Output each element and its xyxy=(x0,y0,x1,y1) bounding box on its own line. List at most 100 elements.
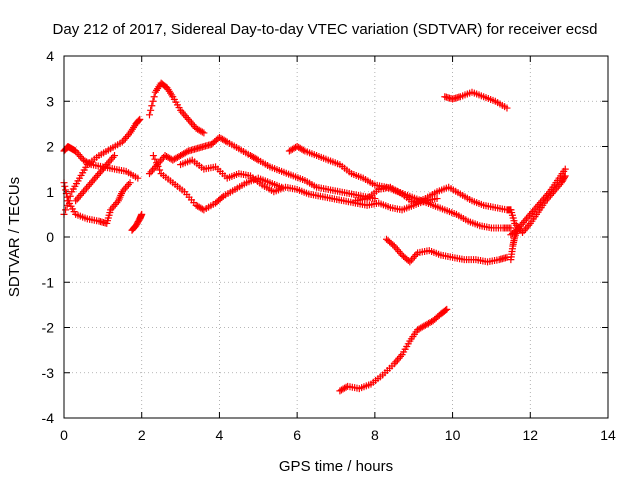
series-arc-j xyxy=(285,143,515,232)
plot-area xyxy=(60,79,569,395)
x-tick-label: 0 xyxy=(60,427,68,443)
data-point xyxy=(407,256,415,264)
data-point xyxy=(392,244,400,252)
data-point xyxy=(63,193,71,201)
series-arc-d xyxy=(72,152,119,205)
data-point xyxy=(149,166,157,174)
data-point xyxy=(62,206,70,214)
data-point xyxy=(84,182,92,190)
data-point xyxy=(76,152,84,160)
series-arc-e xyxy=(128,210,146,234)
x-tick-label: 10 xyxy=(445,427,461,443)
series-arc-l xyxy=(383,235,511,266)
series-arc-f xyxy=(145,79,208,137)
data-point xyxy=(145,170,153,178)
data-point xyxy=(147,168,155,176)
data-point xyxy=(561,172,569,180)
data-point xyxy=(126,179,134,187)
data-point xyxy=(149,152,157,160)
data-point xyxy=(83,184,91,192)
data-point xyxy=(78,190,86,198)
x-tick-label: 8 xyxy=(371,427,379,443)
y-tick-label: 0 xyxy=(46,229,54,245)
data-point xyxy=(198,128,206,136)
data-point xyxy=(154,162,162,170)
data-point xyxy=(395,247,403,255)
data-point xyxy=(200,129,208,137)
x-tick-label: 2 xyxy=(138,427,146,443)
data-point xyxy=(410,252,418,260)
data-point xyxy=(442,306,450,314)
data-point xyxy=(152,159,160,167)
data-point xyxy=(218,194,226,202)
data-point xyxy=(121,184,129,192)
data-point xyxy=(75,151,83,159)
data-point xyxy=(184,115,192,123)
data-point xyxy=(181,112,189,120)
data-point xyxy=(443,305,451,313)
y-tick-label: -1 xyxy=(42,274,55,290)
series-arc-c xyxy=(60,179,134,227)
data-point xyxy=(149,97,157,105)
series-arc-n xyxy=(336,305,451,395)
data-point xyxy=(123,133,131,141)
chart-title: Day 212 of 2017, Sidereal Day-to-day VTE… xyxy=(53,21,598,38)
data-point xyxy=(89,177,97,185)
series-arc-o xyxy=(507,165,569,239)
data-point xyxy=(135,116,143,124)
grid-lines xyxy=(64,56,608,418)
data-point xyxy=(138,210,146,218)
data-point xyxy=(111,200,119,208)
data-point xyxy=(95,170,103,178)
data-point xyxy=(397,352,405,360)
x-axis-label: GPS time / hours xyxy=(279,458,393,475)
series-arc-m xyxy=(441,88,511,112)
data-point xyxy=(147,106,155,114)
data-point xyxy=(524,213,532,221)
x-tick-label: 6 xyxy=(293,427,301,443)
series-arc-q xyxy=(507,224,523,264)
x-tick-label: 12 xyxy=(522,427,538,443)
data-point xyxy=(393,246,401,254)
data-point xyxy=(93,171,101,179)
data-point xyxy=(515,224,523,232)
data-point xyxy=(392,358,400,366)
data-point xyxy=(106,157,114,165)
data-point xyxy=(393,356,401,364)
data-point xyxy=(156,166,164,174)
data-point xyxy=(76,191,84,199)
data-point xyxy=(125,181,133,189)
data-point xyxy=(151,155,159,163)
data-point xyxy=(134,174,142,182)
data-point xyxy=(507,224,515,232)
y-tick-label: 1 xyxy=(46,184,54,200)
data-point xyxy=(503,104,511,112)
data-point xyxy=(222,137,230,145)
data-point xyxy=(72,197,80,205)
y-tick-label: -3 xyxy=(42,365,55,381)
data-point xyxy=(104,159,112,167)
data-point xyxy=(111,152,119,160)
data-point xyxy=(187,119,195,127)
series-arc-a xyxy=(60,143,142,182)
data-point xyxy=(109,153,117,161)
data-point xyxy=(150,93,158,101)
data-point xyxy=(183,114,191,122)
data-point xyxy=(90,175,98,183)
data-point xyxy=(75,193,83,201)
data-point xyxy=(189,121,197,129)
data-point xyxy=(560,173,568,181)
data-point xyxy=(397,249,405,257)
data-point xyxy=(121,134,129,142)
data-point xyxy=(178,108,186,116)
data-point xyxy=(79,188,87,196)
y-tick-label: 3 xyxy=(46,93,54,109)
data-point xyxy=(180,110,188,118)
data-point xyxy=(395,354,403,362)
data-point xyxy=(87,179,95,187)
data-point xyxy=(433,195,441,203)
data-point xyxy=(61,182,69,190)
data-point xyxy=(253,155,261,163)
